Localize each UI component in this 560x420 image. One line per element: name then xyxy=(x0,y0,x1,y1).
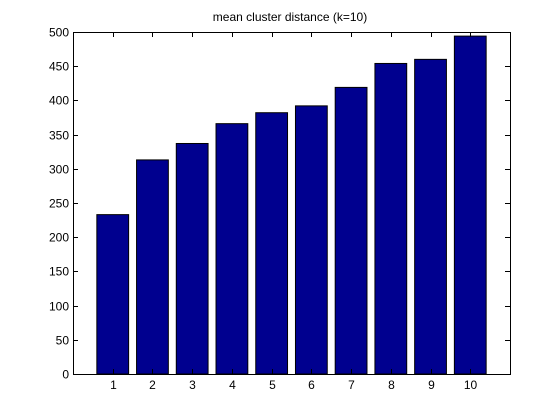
bar-8 xyxy=(374,62,408,375)
y-tick-label: 50 xyxy=(56,334,70,348)
chart-title: mean cluster distance (k=10) xyxy=(213,10,367,24)
x-tick-label: 5 xyxy=(269,378,276,392)
y-tick-label: 350 xyxy=(49,129,69,143)
x-tick-label: 8 xyxy=(388,378,395,392)
axes-layer: 0 50 100 150 200 250 300 350 400 450 500 1 2 3 4 5 6 7 8 9 1… xyxy=(49,26,511,392)
bar-6 xyxy=(294,105,328,375)
y-tick-label: 200 xyxy=(49,231,69,245)
y-tick-label: 450 xyxy=(49,60,69,74)
x-tick-label: 9 xyxy=(428,378,435,392)
bar-9 xyxy=(414,58,447,375)
bar-7 xyxy=(334,86,368,375)
x-tick-label: 3 xyxy=(189,378,196,392)
y-tick-label: 100 xyxy=(49,300,69,314)
y-tick-label: 150 xyxy=(49,265,69,279)
bar-3 xyxy=(175,142,209,375)
y-tick-label: 250 xyxy=(49,197,69,211)
y-tick-label: 400 xyxy=(49,94,69,108)
bar-1 xyxy=(96,214,130,375)
x-tick-label: 2 xyxy=(149,378,156,392)
x-tick-label: 7 xyxy=(348,378,355,392)
bars-layer xyxy=(96,35,487,375)
x-tick-label: 1 xyxy=(110,378,117,392)
x-tick-label: 6 xyxy=(308,378,315,392)
y-tick-label: 0 xyxy=(62,368,69,382)
x-tick-label: 10 xyxy=(464,378,478,392)
y-tick-label: 500 xyxy=(49,26,69,40)
x-tick-label: 4 xyxy=(229,378,236,392)
bar-4 xyxy=(215,123,249,375)
bar-2 xyxy=(136,159,169,375)
y-tick-label: 300 xyxy=(49,163,69,177)
bar-5 xyxy=(255,112,289,375)
bar-10 xyxy=(453,35,487,375)
